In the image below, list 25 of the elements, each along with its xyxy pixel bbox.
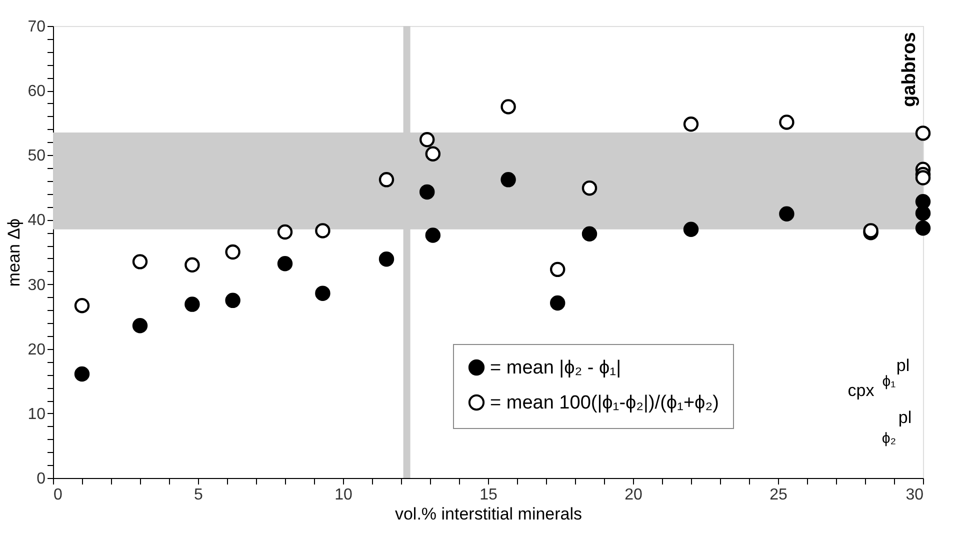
y-tick-label: 0 (36, 470, 46, 488)
y-axis-title: mean Δϕ (4, 218, 24, 287)
x-tick-label: 5 (194, 486, 204, 504)
y-tick-label: 70 (28, 18, 46, 36)
x-tick-label: 0 (54, 486, 62, 504)
annotation: pl (896, 356, 910, 375)
y-tick-label: 40 (28, 212, 46, 230)
annotation: gabbros (899, 32, 920, 107)
legend-label: = mean |ϕ₂ - ϕ₁| (490, 358, 622, 378)
y-tick-label: 30 (28, 276, 46, 294)
annotation: pl (898, 408, 912, 427)
y-tick-label: 60 (28, 83, 46, 100)
annotation: cpx (848, 381, 875, 400)
x-axis-title: vol.% interstitial minerals (394, 504, 582, 524)
legend-label: = mean 100(|ϕ₁-ϕ₂|)/(ϕ₁+ϕ₂) (490, 392, 719, 414)
y-tick-label: 50 (28, 148, 46, 165)
x-tick-label: 20 (624, 486, 642, 504)
x-tick-label: 10 (334, 486, 352, 504)
x-tick-label: 30 (906, 486, 924, 504)
y-tick-label: 10 (28, 406, 46, 423)
x-tick-label: 25 (770, 486, 788, 504)
annotation: ϕ₁ (882, 373, 896, 390)
x-tick-label: 15 (480, 486, 498, 504)
annotation: ϕ₂ (882, 430, 896, 447)
y-tick-label: 20 (28, 341, 46, 358)
